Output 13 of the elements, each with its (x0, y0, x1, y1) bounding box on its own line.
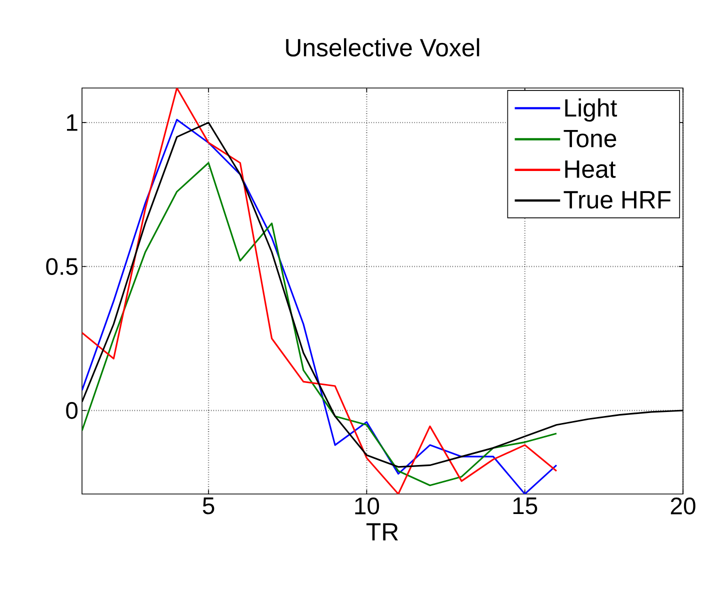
legend-label: Light (565, 98, 618, 122)
legend-label: Heat (565, 160, 616, 178)
y-tick-label: 0.5 (46, 258, 78, 275)
x-tick-label: 15 (513, 498, 538, 514)
x-tick-label: 5 (202, 498, 214, 514)
legend-label: Tone (564, 130, 616, 148)
chart-title: Unselective Voxel (286, 38, 480, 57)
y-tick-label: 0 (66, 402, 78, 419)
x-tick-label: 10 (355, 498, 380, 514)
legend-label: True HRF (564, 191, 671, 209)
x-tick-label: 20 (670, 498, 696, 514)
y-tick-label: 1 (67, 114, 78, 131)
x-axis-title: TR (366, 523, 398, 540)
